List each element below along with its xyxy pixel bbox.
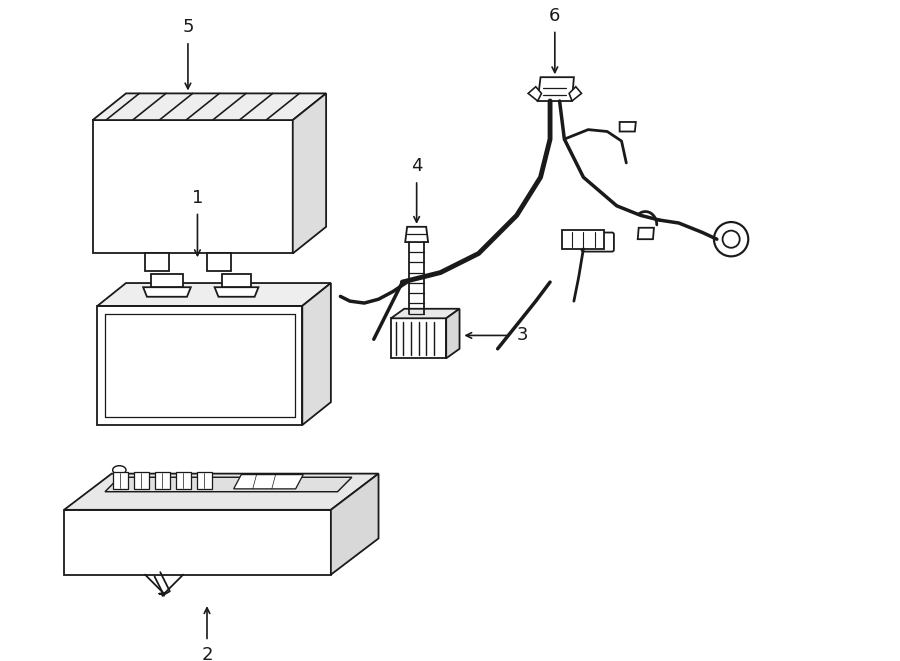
Ellipse shape [411,310,423,317]
Polygon shape [112,472,128,489]
Text: 3: 3 [517,327,528,344]
Polygon shape [105,477,352,492]
Polygon shape [176,472,191,489]
Polygon shape [391,319,446,358]
Polygon shape [93,120,292,253]
Polygon shape [222,274,251,288]
Polygon shape [528,87,542,101]
Text: 6: 6 [549,7,561,24]
Polygon shape [405,227,428,242]
Polygon shape [207,253,230,270]
FancyBboxPatch shape [581,233,614,252]
Polygon shape [537,77,574,101]
Polygon shape [64,510,331,574]
Polygon shape [391,309,460,319]
Polygon shape [145,253,169,270]
Polygon shape [97,283,331,306]
Text: 5: 5 [182,19,194,36]
Polygon shape [638,228,654,239]
Polygon shape [214,288,258,297]
Polygon shape [155,472,170,489]
Polygon shape [302,283,331,425]
Polygon shape [196,472,211,489]
Polygon shape [292,93,326,253]
Polygon shape [331,474,379,574]
Polygon shape [151,274,184,288]
Polygon shape [234,475,303,489]
Text: 4: 4 [411,157,422,175]
Text: 2: 2 [202,646,212,661]
Polygon shape [97,306,302,425]
Polygon shape [133,472,148,489]
Polygon shape [93,93,326,120]
Polygon shape [446,309,460,358]
Ellipse shape [112,466,126,475]
Text: 1: 1 [192,189,203,207]
Polygon shape [569,87,581,101]
Polygon shape [619,122,635,132]
Polygon shape [143,288,191,297]
Polygon shape [64,474,379,510]
Polygon shape [562,229,605,249]
